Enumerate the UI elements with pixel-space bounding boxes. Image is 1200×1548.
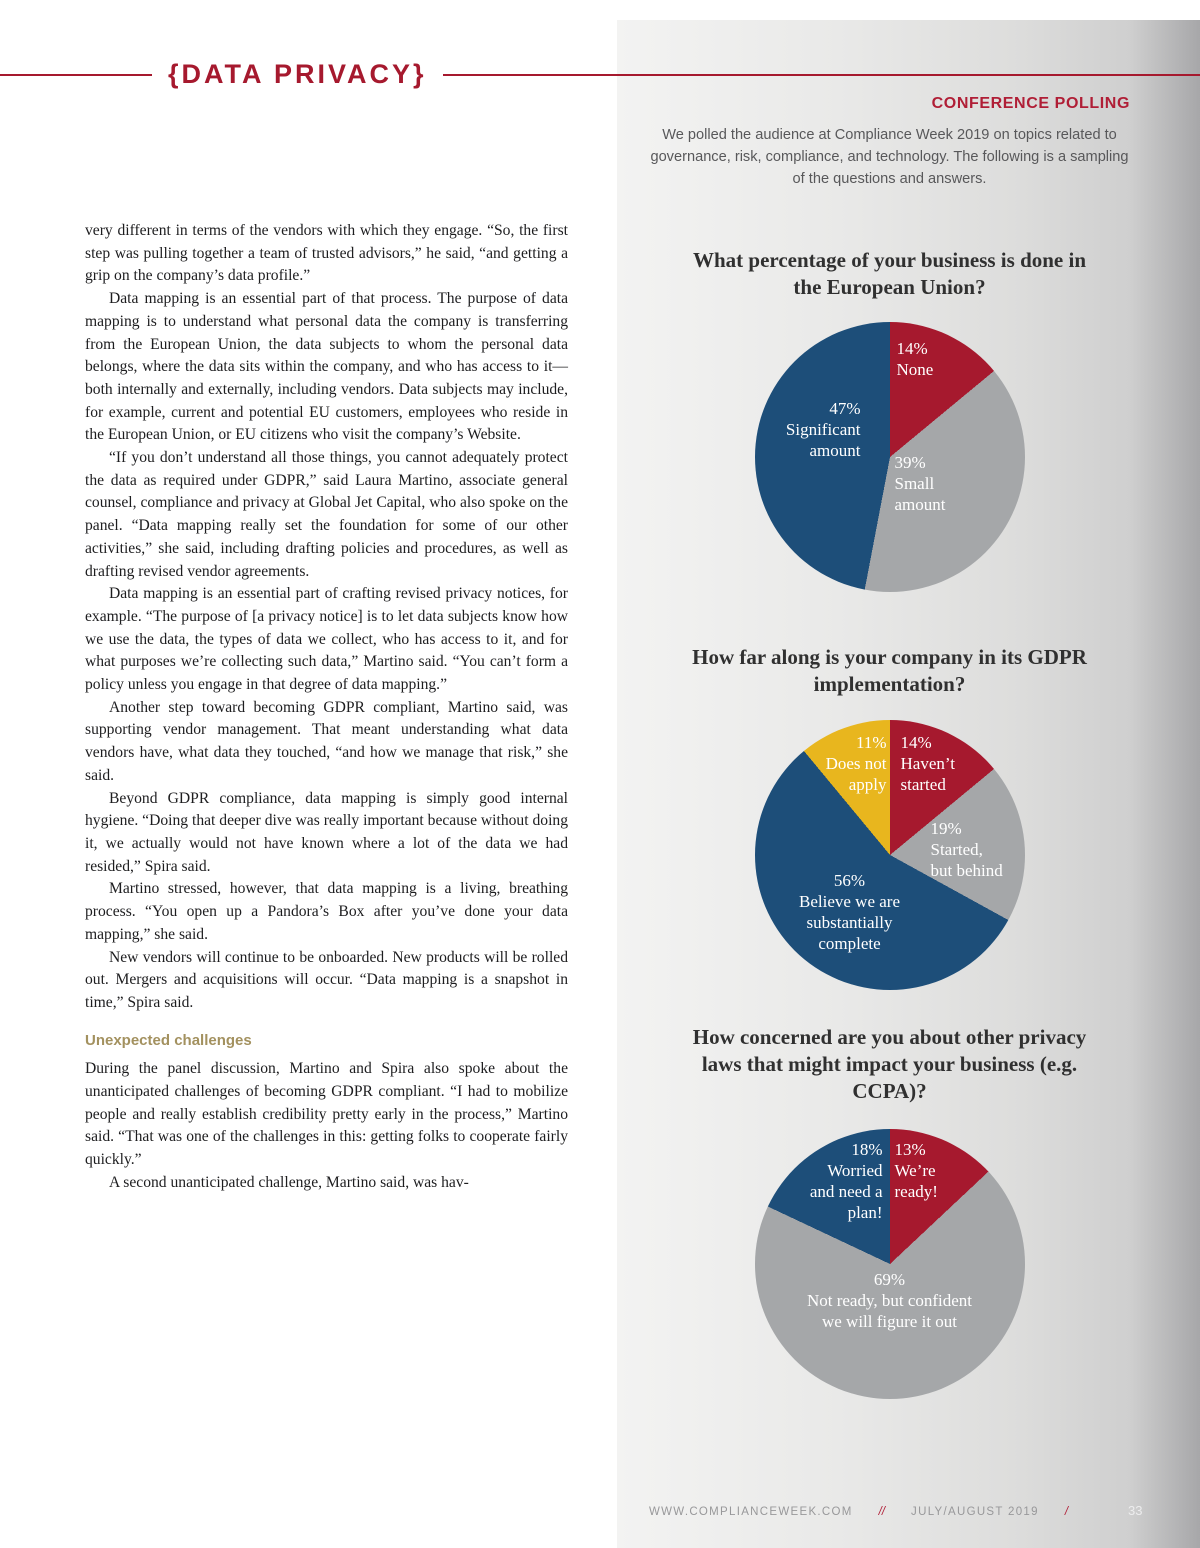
pie-slice-label-not-ready: 69% Not ready, but confident we will fig… bbox=[806, 1269, 973, 1331]
footer-site-url: WWW.COMPLIANCEWEEK.COM bbox=[649, 1506, 853, 1518]
header-rule-left bbox=[0, 73, 152, 76]
section-title: {DATA PRIVACY} bbox=[168, 59, 427, 89]
page-number: 33 bbox=[1128, 1503, 1143, 1518]
article-paragraph: Beyond GDPR compliance, data mapping is … bbox=[85, 789, 568, 875]
pie-slice-label-small-amount: 39% Small amount bbox=[894, 453, 946, 515]
article-paragraph: very different in terms of the vendors w… bbox=[85, 222, 568, 285]
pie-slice-label-started-but-behind: 19% Started, but behind bbox=[930, 819, 1003, 881]
page-footer: WWW.COMPLIANCEWEEK.COM // JULY/AUGUST 20… bbox=[649, 1503, 1142, 1518]
chart-title: How concerned are you about other privac… bbox=[692, 1025, 1087, 1103]
chart-gdpr-implementation: How far along is your company in its GDP… bbox=[649, 644, 1130, 991]
chart-title: What percentage of your business is done… bbox=[692, 247, 1087, 299]
article-subhead: Unexpected challenges bbox=[85, 1031, 252, 1049]
article-paragraph: During the panel discussion, Martino and… bbox=[85, 1060, 568, 1169]
pie-chart-other-privacy-laws: 13% We’re ready! 69% Not ready, but conf… bbox=[754, 1128, 1025, 1399]
polling-heading: CONFERENCE POLLING bbox=[931, 95, 1130, 112]
pie-chart-gdpr-implementation: 14% Haven’t started 19% Started, but beh… bbox=[754, 720, 1025, 991]
pie-slice-label-worried: 18% Worried and need a plan! bbox=[809, 1139, 883, 1222]
pie-slice-label-substantially-complete: 56% Believe we are substantially complet… bbox=[799, 871, 900, 954]
footer-separator: // bbox=[878, 1506, 886, 1518]
polling-intro: We polled the audience at Compliance Wee… bbox=[650, 127, 1129, 187]
article-body: very different in terms of the vendors w… bbox=[85, 220, 568, 1195]
section-header: {DATA PRIVACY} bbox=[0, 59, 1200, 90]
header-rule-right bbox=[442, 73, 1200, 76]
footer-separator: / bbox=[1064, 1506, 1069, 1518]
pie-slice-label-significant-amount: 47% Significant amount bbox=[785, 399, 861, 461]
pie-slice-label-does-not-apply: 11% Does not apply bbox=[825, 733, 887, 795]
chart-other-privacy-laws: How concerned are you about other privac… bbox=[649, 1024, 1130, 1399]
article-paragraph: Data mapping is an essential part of cra… bbox=[85, 585, 568, 694]
footer-issue: JULY/AUGUST 2019 bbox=[911, 1506, 1039, 1518]
article-paragraph: A second unanticipated challenge, Martin… bbox=[109, 1173, 469, 1191]
chart-title: How far along is your company in its GDP… bbox=[692, 645, 1087, 697]
pie-chart-eu-business: 14% None 39% Small amount 47% Significan… bbox=[754, 322, 1025, 593]
article-paragraph: Another step toward becoming GDPR compli… bbox=[85, 698, 568, 784]
article-paragraph: Data mapping is an essential part of tha… bbox=[85, 290, 568, 444]
article-paragraph: New vendors will continue to be onboarde… bbox=[85, 948, 568, 1011]
pie-slice-label-none: 14% None bbox=[896, 339, 934, 380]
pie-slice-label-havent-started: 14% Haven’t started bbox=[900, 733, 955, 795]
conference-polling-panel: CONFERENCE POLLING We polled the audienc… bbox=[617, 20, 1200, 1548]
chart-eu-business: What percentage of your business is done… bbox=[649, 247, 1130, 593]
pie-slice-label-were-ready: 13% We’re ready! bbox=[894, 1139, 938, 1201]
article-paragraph: Martino stressed, however, that data map… bbox=[85, 880, 568, 943]
article-paragraph: “If you don’t understand all those thing… bbox=[85, 449, 568, 580]
